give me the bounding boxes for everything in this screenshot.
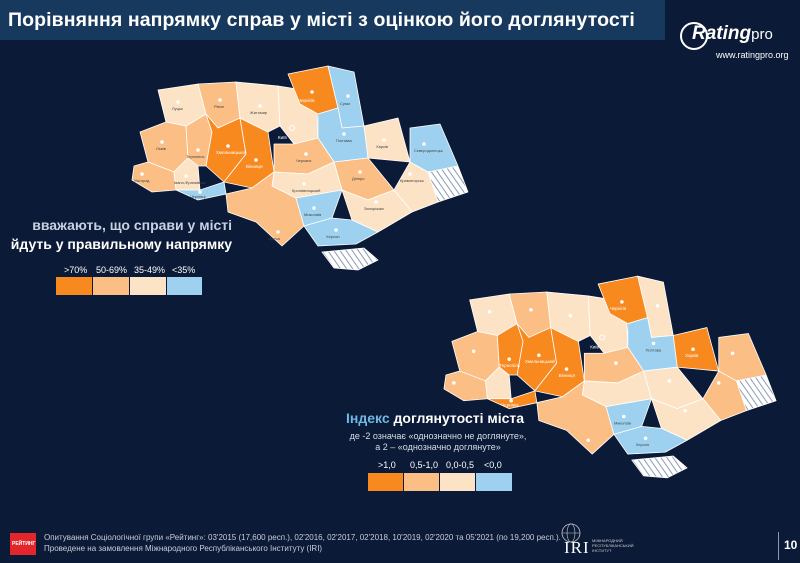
legend1-swatch-3 bbox=[130, 277, 166, 295]
region2-ivano bbox=[485, 366, 512, 400]
region2-kharkiv bbox=[672, 327, 720, 372]
city-label-zhytomyr: Житомир bbox=[250, 110, 268, 115]
logo-ring-icon bbox=[680, 22, 708, 50]
city-label-khmelnytskyi: Хмельницький bbox=[216, 149, 247, 155]
slide-title: Порівняння напрямку справ у місті з оцін… bbox=[8, 9, 635, 31]
legend1-swatch-4 bbox=[167, 277, 202, 295]
footer-line1: Опитування Соціологічної групи «Рейтинг»… bbox=[44, 533, 561, 542]
map1-caption-line1: вважають, що справи у місті bbox=[32, 217, 232, 233]
legend2-swatch-1 bbox=[368, 473, 403, 491]
map2-subtitle-line1: де -2 означає «однозначно не доглянуте», bbox=[349, 431, 527, 441]
city-label-vinnytsia: Вінниця bbox=[246, 164, 263, 169]
city-label-ivano: Івано-Франківськ bbox=[174, 180, 206, 185]
city-label-kramatorsk: Краматорськ bbox=[400, 178, 424, 183]
region-occupied-east bbox=[427, 165, 469, 203]
map1-city-markers: Київ Чернігів Суми Полтава Хмельницький … bbox=[134, 90, 443, 241]
city-label-kropyvnytskyi: Кропивницький bbox=[292, 188, 320, 193]
city-label-rivne: Рівне bbox=[214, 104, 225, 109]
logo-pro: pro bbox=[751, 26, 773, 43]
map-direction: Київ Чернігів Суми Полтава Хмельницький … bbox=[131, 65, 469, 271]
map2-city-markers: Київ Чернігів Полтава Хмельницький Вінни… bbox=[452, 300, 735, 447]
city2-label-kherson: Херсон bbox=[636, 442, 649, 447]
page-number: 10 bbox=[784, 538, 798, 552]
region2-odesa bbox=[536, 380, 615, 455]
legend1-swatch-2 bbox=[93, 277, 129, 295]
city2-label-vinnytsia: Вінниця bbox=[559, 373, 576, 378]
city-label-odesa: Одеса bbox=[268, 236, 281, 241]
city-label-kyiv: Київ bbox=[278, 135, 287, 140]
map2-caption-rest: доглянутості міста bbox=[393, 410, 525, 426]
city-label-ternopil: Тернопіль bbox=[186, 154, 205, 159]
map2-caption-word1: Індекс bbox=[346, 410, 390, 426]
region2-zhytomyr bbox=[546, 291, 591, 342]
region2-donetsk bbox=[702, 370, 747, 421]
region-crimea bbox=[321, 247, 379, 271]
city-label-lviv: Львів bbox=[156, 146, 166, 151]
city-label-chernihiv: Чернігів bbox=[298, 98, 315, 103]
logo-text: Ratingpro bbox=[692, 23, 773, 45]
map1-legend: >70% 50-69% 35-49% <35% bbox=[56, 265, 202, 297]
city-label-severodonetsk: Сєвєродонецьк bbox=[414, 148, 443, 153]
region-odesa bbox=[225, 171, 305, 247]
legend2-swatch-3 bbox=[440, 473, 475, 491]
city-label-mykolaiv: Миколаїв bbox=[304, 212, 321, 217]
city-label-uzhhorod: Ужгород bbox=[134, 178, 150, 183]
city-label-zaporizhzhia: Запоріжжя bbox=[364, 206, 384, 211]
iri-text: IRI bbox=[564, 538, 590, 557]
city2-label-kyiv: Київ bbox=[590, 344, 599, 349]
city-label-kharkiv: Харків bbox=[376, 144, 388, 149]
legend2-label-2: 0,5-1,0 bbox=[410, 460, 439, 470]
legend2-label-3: 0,0-0,5 bbox=[446, 460, 475, 470]
map2-caption: Індекс доглянутості міста bbox=[346, 410, 524, 426]
city-label-kherson: Херсон bbox=[326, 234, 340, 239]
city2-label-mykolaiv: Миколаїв bbox=[614, 420, 631, 425]
city-label-dnipro: Дніпро bbox=[352, 176, 365, 181]
logo-main: Rating bbox=[692, 23, 752, 44]
city2-label-khmelnytskyi: Хмельницький bbox=[525, 358, 555, 364]
legend2-swatch-2 bbox=[404, 473, 439, 491]
city-label-sumy: Суми bbox=[340, 101, 350, 106]
region2-luhansk bbox=[718, 333, 767, 382]
region-kherson bbox=[303, 217, 379, 247]
legend2-label-1: >1,0 bbox=[378, 460, 396, 470]
city2-label-kharkiv: Харків bbox=[685, 353, 699, 358]
region-ivano bbox=[173, 157, 201, 191]
city-label-cherkasy: Черкаси bbox=[296, 158, 311, 163]
city2-label-chernivtsi: Чернівці bbox=[501, 403, 518, 408]
region-zhytomyr bbox=[235, 81, 281, 133]
page-number-box: 10 bbox=[778, 532, 800, 560]
iri-subtext: МІЖНАРОДНИЙ РЕСПУБЛІКАНСЬКИЙ ІНСТИТУТ bbox=[592, 538, 634, 553]
map-upkeep-index: Київ Чернігів Полтава Хмельницький Вінни… bbox=[443, 275, 777, 479]
city-label-lutsk: Луцьк bbox=[172, 106, 183, 111]
legend1-label-1: >70% bbox=[64, 265, 88, 275]
legend1-label-4: <35% bbox=[172, 265, 196, 275]
region2-occupied-east bbox=[736, 374, 777, 411]
region-donetsk bbox=[393, 161, 439, 213]
map2-subtitle-line2: а 2 – «однозначно доглянуте» bbox=[375, 442, 501, 452]
city2-label-poltava: Полтава bbox=[646, 347, 662, 352]
footer-line2: Проведене на замовлення Міжнародного Рес… bbox=[44, 544, 323, 553]
map2-legend: >1,0 0,5-1,0 0,0-0,5 <0,0 bbox=[368, 460, 512, 493]
map1-caption-line2: йдуть у правильному напрямку bbox=[10, 236, 232, 252]
title-bar: Порівняння напрямку справ у місті з оцін… bbox=[0, 0, 665, 40]
city2-label-chernihiv: Чернігів bbox=[610, 306, 627, 311]
rating-logo: РЕЙТИНГ bbox=[10, 533, 36, 555]
logo-url: www.ratingpro.org bbox=[716, 50, 789, 60]
city2-label-ternopil: Тернопіль bbox=[499, 363, 520, 368]
legend1-label-3: 35-49% bbox=[134, 265, 166, 275]
footer-source: Опитування Соціологічної групи «Рейтинг»… bbox=[44, 532, 561, 554]
iri-globe-icon bbox=[561, 523, 581, 543]
region2-kherson bbox=[613, 426, 688, 455]
city-label-poltava: Полтава bbox=[336, 138, 352, 143]
region2-crimea bbox=[631, 455, 688, 479]
region-kharkiv bbox=[363, 117, 411, 163]
legend2-swatch-4 bbox=[476, 473, 512, 491]
legend1-swatch-1 bbox=[56, 277, 92, 295]
city-label-chernivtsi: Чернівці bbox=[190, 194, 206, 199]
rating-logo-text: РЕЙТИНГ bbox=[12, 541, 36, 547]
legend1-label-2: 50-69% bbox=[96, 265, 128, 275]
legend2-label-4: <0,0 bbox=[484, 460, 502, 470]
